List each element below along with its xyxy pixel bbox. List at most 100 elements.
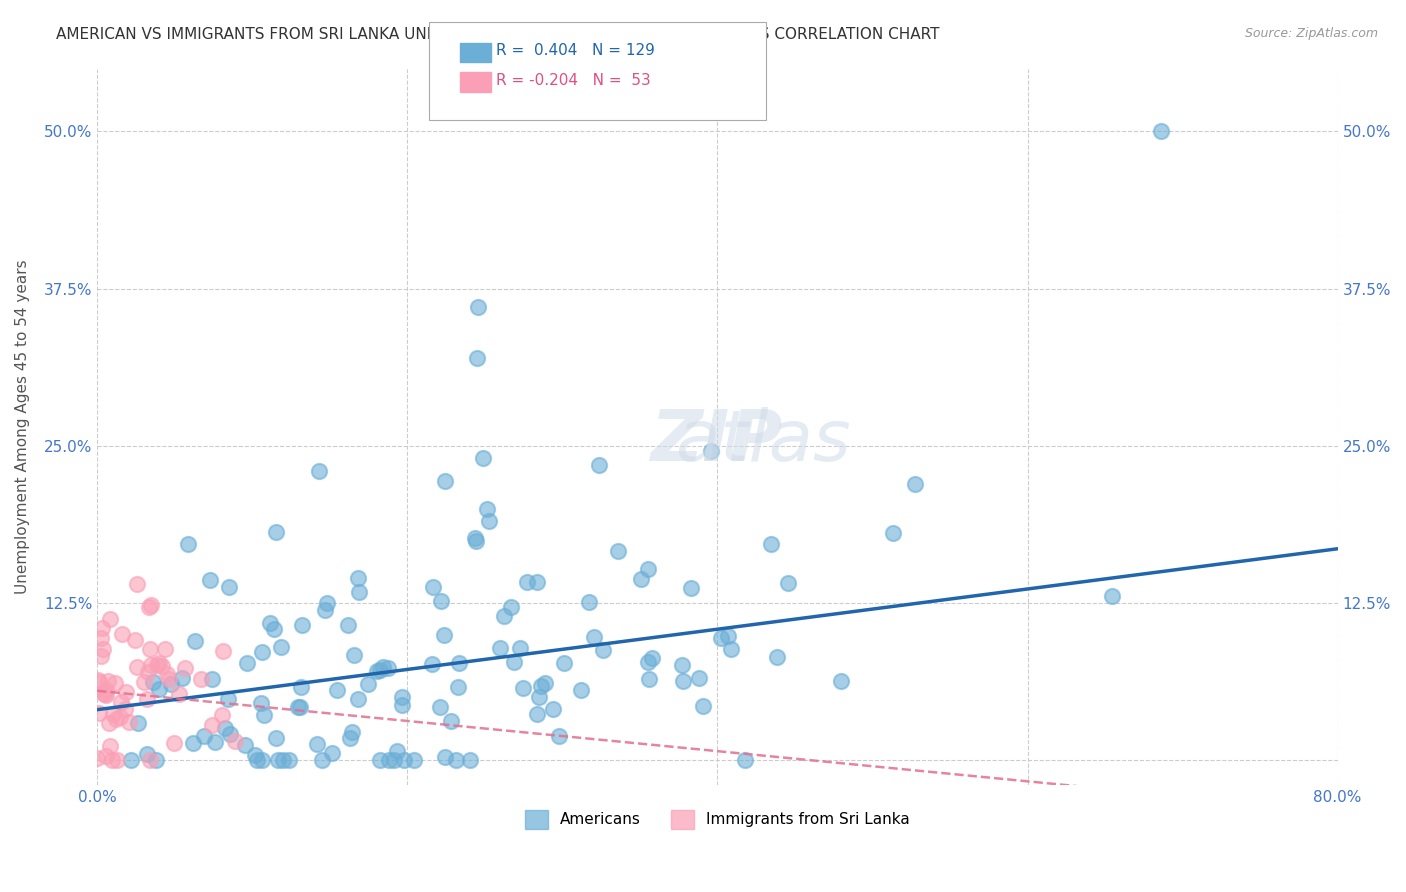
Point: [830, 674, 852, 689]
Point: [96, 683, 118, 698]
Point: [391, 698, 413, 712]
Point: [308, 464, 330, 478]
Point: [492, 608, 515, 623]
Point: [190, 673, 212, 687]
Point: [440, 714, 463, 729]
Point: [402, 753, 425, 767]
Point: [118, 715, 141, 730]
Point: [94, 688, 117, 702]
Point: [700, 444, 723, 458]
Point: [499, 599, 522, 614]
Point: [170, 672, 193, 686]
Point: [90, 631, 112, 645]
Point: [198, 573, 221, 587]
Point: [447, 656, 470, 670]
Point: [266, 753, 288, 767]
Point: [516, 575, 538, 590]
Point: [547, 729, 569, 743]
Point: [526, 574, 548, 589]
Point: [204, 734, 226, 748]
Point: [214, 721, 236, 735]
Point: [91, 686, 114, 700]
Point: [252, 753, 274, 767]
Point: [679, 582, 702, 596]
Point: [136, 747, 159, 761]
Point: [169, 687, 191, 701]
Point: [553, 657, 575, 671]
Point: [325, 682, 347, 697]
Point: [569, 682, 592, 697]
Point: [156, 667, 179, 681]
Point: [277, 753, 299, 767]
Point: [224, 734, 246, 748]
Point: [467, 301, 489, 315]
Point: [290, 680, 312, 694]
Point: [371, 659, 394, 673]
Point: [432, 628, 454, 642]
Point: [212, 644, 235, 658]
Point: [370, 663, 392, 677]
Point: [153, 641, 176, 656]
Point: [385, 744, 408, 758]
Point: [434, 750, 457, 764]
Point: [477, 501, 499, 516]
Point: [163, 736, 186, 750]
Point: [394, 753, 416, 767]
Point: [104, 712, 127, 726]
Point: [114, 702, 136, 716]
Point: [384, 753, 406, 767]
Point: [288, 700, 311, 714]
Point: [904, 477, 927, 491]
Point: [98, 739, 121, 754]
Point: [211, 708, 233, 723]
Point: [509, 641, 531, 656]
Y-axis label: Unemployment Among Ages 45 to 54 years: Unemployment Among Ages 45 to 54 years: [15, 260, 30, 594]
Point: [578, 595, 600, 609]
Point: [637, 562, 659, 576]
Point: [264, 731, 287, 745]
Point: [671, 673, 693, 688]
Point: [86, 751, 108, 765]
Legend: Americans, Immigrants from Sri Lanka: Americans, Immigrants from Sri Lanka: [519, 804, 917, 835]
Point: [146, 658, 169, 673]
Point: [337, 618, 360, 632]
Point: [139, 598, 162, 612]
Text: atlas: atlas: [583, 407, 851, 475]
Point: [138, 599, 160, 614]
Point: [218, 580, 240, 594]
Point: [1150, 124, 1173, 138]
Point: [249, 696, 271, 710]
Point: [108, 710, 131, 724]
Point: [94, 687, 117, 701]
Point: [105, 753, 128, 767]
Point: [91, 642, 114, 657]
Point: [343, 648, 366, 663]
Point: [882, 526, 904, 541]
Point: [527, 690, 550, 705]
Point: [446, 680, 468, 694]
Point: [101, 707, 124, 722]
Point: [464, 532, 486, 546]
Point: [243, 748, 266, 763]
Point: [252, 708, 274, 723]
Point: [347, 692, 370, 706]
Point: [90, 648, 112, 663]
Point: [671, 657, 693, 672]
Point: [641, 651, 664, 665]
Point: [273, 753, 295, 767]
Point: [420, 657, 443, 672]
Point: [89, 706, 111, 720]
Point: [91, 621, 114, 635]
Point: [270, 640, 292, 654]
Point: [734, 753, 756, 767]
Point: [710, 631, 733, 645]
Point: [444, 753, 467, 767]
Text: Source: ZipAtlas.com: Source: ZipAtlas.com: [1244, 27, 1378, 40]
Point: [692, 698, 714, 713]
Point: [472, 451, 495, 466]
Point: [184, 633, 207, 648]
Point: [142, 674, 165, 689]
Point: [465, 534, 488, 549]
Point: [246, 753, 269, 767]
Point: [720, 642, 742, 657]
